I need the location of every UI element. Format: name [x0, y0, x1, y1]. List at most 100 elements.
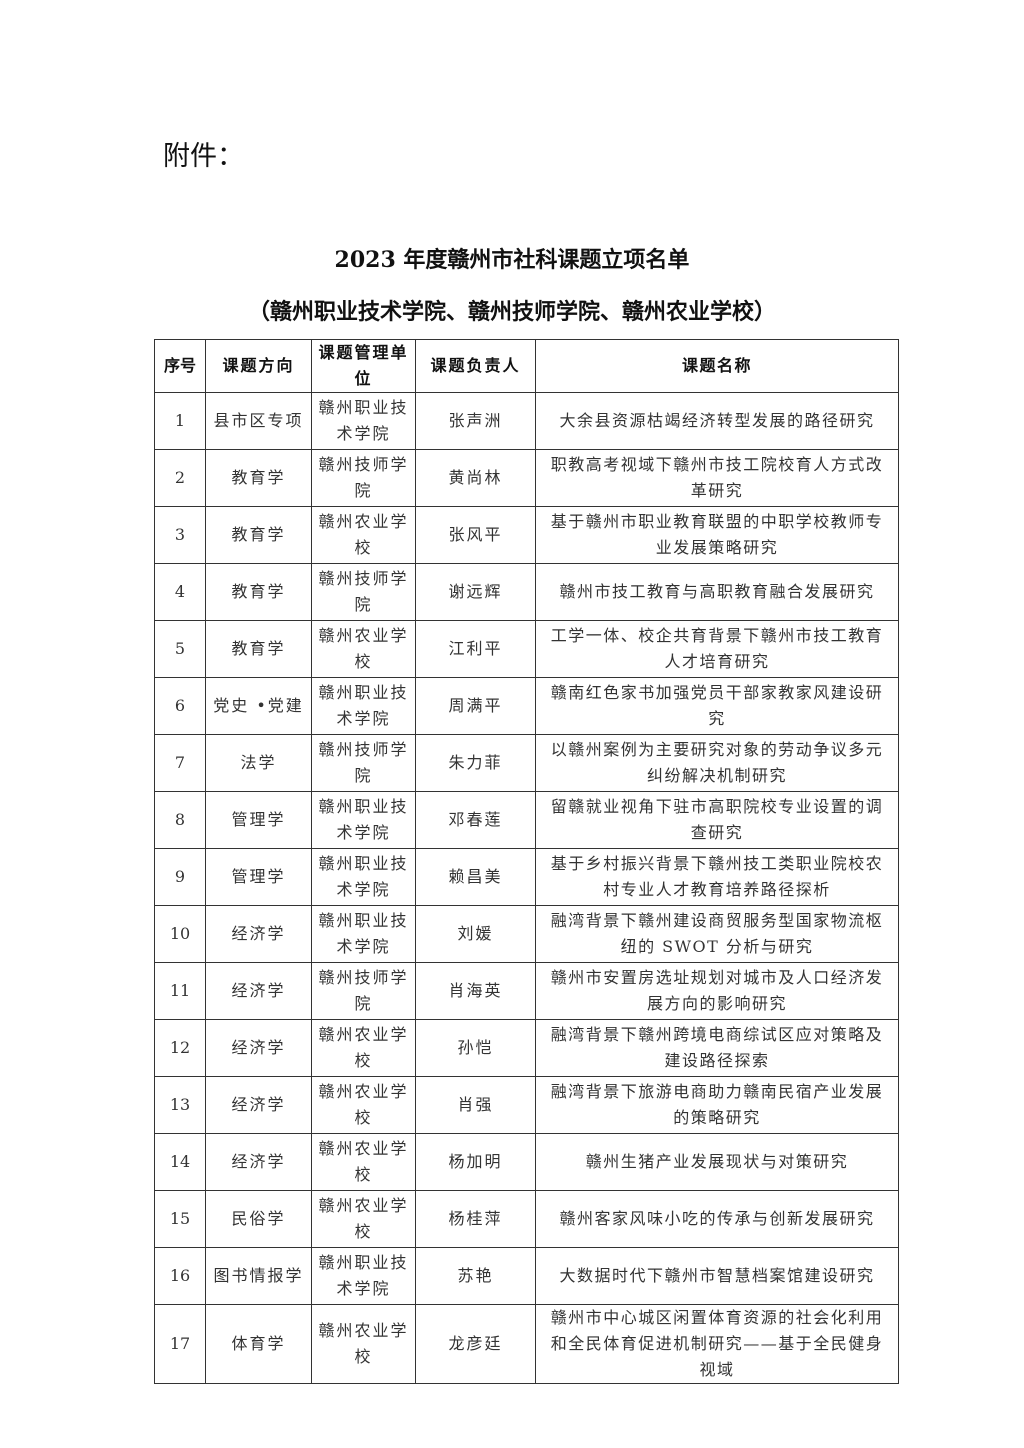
header-unit: 课题管理单位 — [311, 339, 416, 393]
cell-field: 经济学 — [205, 905, 312, 963]
cell-field: 县市区专项 — [205, 392, 312, 450]
table-row: 7 法学 赣州技师学院 朱力菲 以赣州案例为主要研究对象的劳动争议多元纠纷解决机制研究 — [154, 734, 899, 792]
cell-leader: 苏艳 — [415, 1247, 536, 1305]
header-topic: 课题名称 — [535, 339, 899, 393]
cell-field: 管理学 — [205, 848, 312, 906]
cell-field: 党史 •党建 — [205, 677, 312, 735]
table-row: 2 教育学 赣州技师学院 黄尚林 职教高考视域下赣州市技工院校育人方式改革研究 — [154, 449, 899, 507]
cell-unit: 赣州技师学院 — [311, 563, 416, 621]
table-row: 15 民俗学 赣州农业学校 杨桂萍 赣州客家风味小吃的传承与创新发展研究 — [154, 1190, 899, 1248]
cell-unit: 赣州职业技术学院 — [311, 677, 416, 735]
cell-field: 教育学 — [205, 506, 312, 564]
cell-no: 12 — [154, 1019, 206, 1077]
table-row: 8 管理学 赣州职业技术学院 邓春莲 留赣就业视角下驻市高职院校专业设置的调查研究 — [154, 791, 899, 849]
cell-no: 6 — [154, 677, 206, 735]
cell-leader: 龙彦廷 — [415, 1304, 536, 1384]
cell-no: 15 — [154, 1190, 206, 1248]
cell-unit: 赣州农业学校 — [311, 1190, 416, 1248]
cell-topic: 赣州生猪产业发展现状与对策研究 — [535, 1133, 899, 1191]
document-subtitle: （赣州职业技术学院、赣州技师学院、赣州农业学校） — [247, 299, 776, 325]
cell-unit: 赣州职业技术学院 — [311, 848, 416, 906]
table-row: 1 县市区专项 赣州职业技术学院 张声洲 大余县资源枯竭经济转型发展的路径研究 — [154, 392, 899, 450]
cell-field: 经济学 — [205, 1076, 312, 1134]
cell-no: 7 — [154, 734, 206, 792]
table-header-row: 序号 课题方向 课题管理单位 课题负责人 课题名称 — [154, 339, 899, 393]
cell-unit: 赣州技师学院 — [311, 962, 416, 1020]
cell-topic: 职教高考视域下赣州市技工院校育人方式改革研究 — [535, 449, 899, 507]
cell-leader: 谢远辉 — [415, 563, 536, 621]
cell-field: 经济学 — [205, 1019, 312, 1077]
header-leader: 课题负责人 — [415, 339, 536, 393]
cell-leader: 江利平 — [415, 620, 536, 678]
cell-topic: 工学一体、校企共育背景下赣州市技工教育人才培育研究 — [535, 620, 899, 678]
cell-no: 17 — [154, 1304, 206, 1384]
attachment-label: 附件： — [163, 141, 244, 172]
table-row: 5 教育学 赣州农业学校 江利平 工学一体、校企共育背景下赣州市技工教育人才培育研究 — [154, 620, 899, 678]
cell-leader: 朱力菲 — [415, 734, 536, 792]
table-row: 6 党史 •党建 赣州职业技术学院 周满平 赣南红色家书加强党员干部家教家风建设研究 — [154, 677, 899, 735]
cell-leader: 杨加明 — [415, 1133, 536, 1191]
cell-topic: 基于乡村振兴背景下赣州技工类职业院校农村专业人才教育培养路径探析 — [535, 848, 899, 906]
table-row: 16 图书情报学 赣州职业技术学院 苏艳 大数据时代下赣州市智慧档案馆建设研究 — [154, 1247, 899, 1305]
cell-topic: 融湾背景下赣州跨境电商综试区应对策略及建设路径探索 — [535, 1019, 899, 1077]
cell-unit: 赣州职业技术学院 — [311, 1247, 416, 1305]
cell-leader: 周满平 — [415, 677, 536, 735]
cell-topic: 以赣州案例为主要研究对象的劳动争议多元纠纷解决机制研究 — [535, 734, 899, 792]
cell-leader: 刘媛 — [415, 905, 536, 963]
cell-unit: 赣州农业学校 — [311, 1076, 416, 1134]
cell-leader: 张风平 — [415, 506, 536, 564]
cell-unit: 赣州职业技术学院 — [311, 905, 416, 963]
table-row: 12 经济学 赣州农业学校 孙恺 融湾背景下赣州跨境电商综试区应对策略及建设路径探索 — [154, 1019, 899, 1077]
cell-topic: 融湾背景下旅游电商助力赣南民宿产业发展的策略研究 — [535, 1076, 899, 1134]
cell-field: 民俗学 — [205, 1190, 312, 1248]
cell-leader: 邓春莲 — [415, 791, 536, 849]
cell-no: 14 — [154, 1133, 206, 1191]
cell-topic: 留赣就业视角下驻市高职院校专业设置的调查研究 — [535, 791, 899, 849]
cell-field: 教育学 — [205, 620, 312, 678]
cell-no: 16 — [154, 1247, 206, 1305]
cell-no: 11 — [154, 962, 206, 1020]
cell-unit: 赣州职业技术学院 — [311, 791, 416, 849]
cell-leader: 杨桂萍 — [415, 1190, 536, 1248]
cell-unit: 赣州农业学校 — [311, 1133, 416, 1191]
cell-topic: 赣州客家风味小吃的传承与创新发展研究 — [535, 1190, 899, 1248]
cell-topic: 赣南红色家书加强党员干部家教家风建设研究 — [535, 677, 899, 735]
cell-no: 4 — [154, 563, 206, 621]
table-row: 9 管理学 赣州职业技术学院 赖昌美 基于乡村振兴背景下赣州技工类职业院校农村专业人才教… — [154, 848, 899, 906]
cell-no: 9 — [154, 848, 206, 906]
header-field: 课题方向 — [205, 339, 312, 393]
table-row: 17 体育学 赣州农业学校 龙彦廷 赣州市中心城区闲置体育资源的社会化利用和全民体育促进… — [154, 1304, 899, 1384]
cell-no: 5 — [154, 620, 206, 678]
cell-unit: 赣州农业学校 — [311, 506, 416, 564]
cell-field: 经济学 — [205, 1133, 312, 1191]
cell-no: 1 — [154, 392, 206, 450]
header-no: 序号 — [154, 339, 206, 393]
cell-field: 图书情报学 — [205, 1247, 312, 1305]
cell-no: 10 — [154, 905, 206, 963]
cell-leader: 黄尚林 — [415, 449, 536, 507]
project-list-table: 序号 课题方向 课题管理单位 课题负责人 课题名称 1 县市区专项 赣州职业技术学院… — [154, 339, 899, 1384]
cell-unit: 赣州农业学校 — [311, 620, 416, 678]
cell-unit: 赣州农业学校 — [311, 1304, 416, 1384]
cell-topic: 大数据时代下赣州市智慧档案馆建设研究 — [535, 1247, 899, 1305]
cell-field: 管理学 — [205, 791, 312, 849]
cell-field: 教育学 — [205, 563, 312, 621]
cell-no: 3 — [154, 506, 206, 564]
document-title: 2023 年度赣州市社科课题立项名单 — [334, 247, 690, 273]
table-row: 4 教育学 赣州技师学院 谢远辉 赣州市技工教育与高职教育融合发展研究 — [154, 563, 899, 621]
table-row: 3 教育学 赣州农业学校 张风平 基于赣州市职业教育联盟的中职学校教师专业发展策略研究 — [154, 506, 899, 564]
cell-topic: 融湾背景下赣州建设商贸服务型国家物流枢纽的 SWOT 分析与研究 — [535, 905, 899, 963]
cell-unit: 赣州技师学院 — [311, 734, 416, 792]
table-row: 10 经济学 赣州职业技术学院 刘媛 融湾背景下赣州建设商贸服务型国家物流枢纽的 SWO… — [154, 905, 899, 963]
cell-no: 13 — [154, 1076, 206, 1134]
table-row: 13 经济学 赣州农业学校 肖强 融湾背景下旅游电商助力赣南民宿产业发展的策略研究 — [154, 1076, 899, 1134]
cell-unit: 赣州职业技术学院 — [311, 392, 416, 450]
cell-no: 2 — [154, 449, 206, 507]
cell-leader: 赖昌美 — [415, 848, 536, 906]
table-row: 14 经济学 赣州农业学校 杨加明 赣州生猪产业发展现状与对策研究 — [154, 1133, 899, 1191]
cell-field: 体育学 — [205, 1304, 312, 1384]
cell-leader: 肖海英 — [415, 962, 536, 1020]
table-row: 11 经济学 赣州技师学院 肖海英 赣州市安置房选址规划对城市及人口经济发展方向的影响研… — [154, 962, 899, 1020]
cell-leader: 孙恺 — [415, 1019, 536, 1077]
cell-topic: 赣州市中心城区闲置体育资源的社会化利用和全民体育促进机制研究——基于全民健身视域 — [535, 1304, 899, 1384]
